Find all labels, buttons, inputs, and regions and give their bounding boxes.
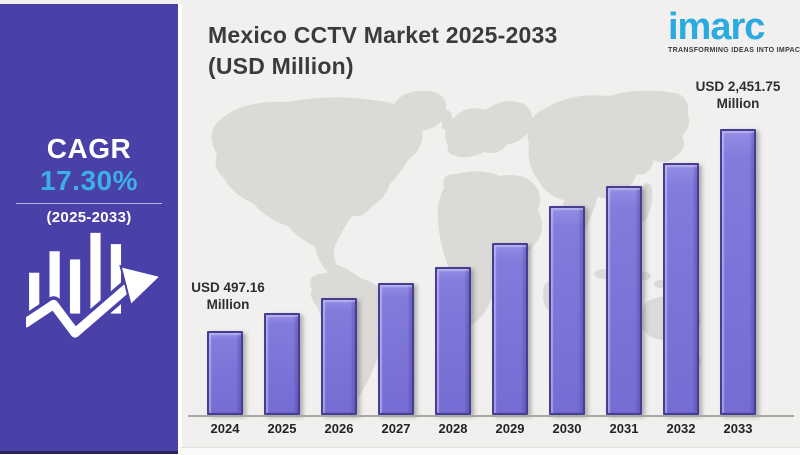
data-label-2033-line1: USD 2,451.75 [695,79,781,94]
bar-2030 [549,206,585,415]
top-strip [0,0,800,4]
growth-bars-arrow-icon [26,232,163,342]
year-label-2024: 2024 [210,421,240,436]
imarc-logo: imarc TRANSFORMING IDEAS INTO IMPACT [668,6,800,54]
cagr-divider [16,203,162,204]
title-line1: Mexico CCTV Market 2025-2033 [208,22,558,48]
year-label-2033: 2033 [723,421,753,436]
cagr-label: CAGR [46,133,132,164]
data-label-2024-line2: Million [206,296,250,312]
year-label-2030: 2030 [552,421,582,436]
year-label-2027: 2027 [381,421,411,436]
cagr-sidebar: CAGR 17.30% (2025-2033) [0,4,178,451]
bar-2031 [606,186,642,415]
imarc-logo-text: imarc [668,6,765,48]
bar-2029 [492,243,528,415]
bar-2028 [435,267,471,415]
bottom-strip [180,447,800,455]
bar-2026 [321,298,357,415]
x-axis-line [188,415,794,417]
data-label-2024: USD 497.16 Million [182,280,276,313]
year-label-2029: 2029 [495,421,525,436]
year-label-2025: 2025 [267,421,297,436]
chart-panel: Mexico CCTV Market 2025-2033 (USD Million… [182,4,800,447]
cagr-block: CAGR 17.30% (2025-2033) [0,132,178,226]
data-label-2033-line2: Million [716,95,760,111]
bar-2025 [264,313,300,415]
bar-2024 [207,331,243,415]
year-label-2026: 2026 [324,421,354,436]
page-title: Mexico CCTV Market 2025-2033 (USD Million… [208,20,558,82]
cagr-period: (2025-2033) [46,209,132,226]
data-label-2024-line1: USD 497.16 [191,280,265,295]
bar-2033 [720,129,756,415]
data-label-2033: USD 2,451.75 Million [690,79,786,112]
year-label-2032: 2032 [666,421,696,436]
sidebar-bottom-edge [0,451,178,454]
cagr-value: 17.30% [40,165,138,196]
title-line2: (USD Million) [208,53,354,79]
bar-2032 [663,163,699,415]
imarc-logo-tagline: TRANSFORMING IDEAS INTO IMPACT [668,47,800,54]
bar-2027 [378,283,414,415]
year-label-2028: 2028 [438,421,468,436]
year-label-2031: 2031 [609,421,639,436]
